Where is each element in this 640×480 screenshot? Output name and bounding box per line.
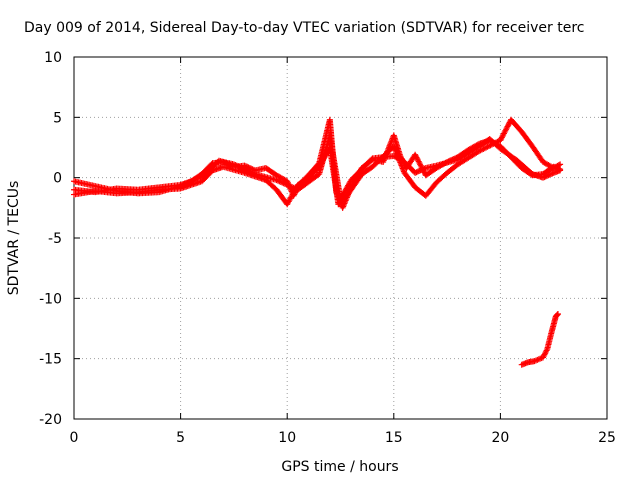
data-markers [71,116,564,368]
grid [74,57,607,419]
series-lower-track [518,311,561,368]
y-tick-label: -20 [39,412,62,428]
x-tick-label: 15 [385,430,403,446]
y-tick-label: -5 [48,231,62,247]
plus-marker [414,168,421,175]
plus-marker [413,169,420,176]
y-tick-label: 5 [53,110,62,126]
plus-marker [421,165,428,172]
plus-marker [416,168,423,175]
x-tick-label: 10 [278,430,296,446]
plus-marker [545,172,552,179]
x-tick-labels: 0 5 10 15 20 25 [70,430,616,446]
x-tick-label: 5 [176,430,185,446]
x-tick-label: 25 [598,430,616,446]
plus-marker [540,174,547,181]
plus-marker [549,170,556,177]
chart-title: Day 009 of 2014, Sidereal Day-to-day VTE… [24,20,584,36]
plus-marker [546,171,553,178]
plus-marker [418,166,425,173]
series-main-track-a [71,116,564,211]
x-axis-label: GPS time / hours [281,459,398,475]
plus-marker [555,162,562,169]
series-main-track-c [71,132,564,203]
plus-marker [544,172,551,179]
y-tick-label: 0 [53,171,62,187]
plus-marker [548,171,555,178]
y-tick-labels: -20 -15 -10 -5 0 5 10 [39,50,62,428]
y-tick-label: -10 [39,291,62,307]
y-axis-label: SDTVAR / TECUs [6,181,22,296]
y-tick-label: -15 [39,352,62,368]
plus-marker [554,311,561,318]
plus-marker [412,169,419,176]
plus-marker [557,161,564,168]
x-tick-label: 20 [491,430,509,446]
plus-marker [542,173,549,180]
plus-marker [417,167,424,174]
y-tick-label: 10 [44,50,62,66]
plus-marker [541,174,548,181]
plus-marker [557,167,564,174]
axis-ticks [73,56,608,420]
x-tick-label: 0 [70,430,79,446]
plus-marker [420,166,427,173]
